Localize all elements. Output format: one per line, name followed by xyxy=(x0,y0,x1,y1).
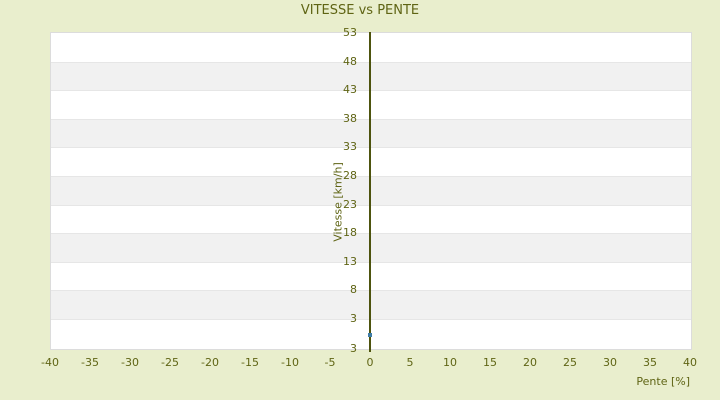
x-tick-label: -5 xyxy=(324,356,336,369)
gridline xyxy=(51,204,691,206)
x-tick-label: -15 xyxy=(241,356,259,369)
grid-stripe xyxy=(51,118,691,148)
gridline xyxy=(51,261,691,263)
grid-stripe xyxy=(51,90,691,119)
y-axis-line xyxy=(369,32,371,352)
gridline xyxy=(51,118,691,120)
x-tick-label: -20 xyxy=(201,356,219,369)
y-tick-label: 53 xyxy=(343,26,357,39)
gridline xyxy=(51,290,691,292)
grid-stripe xyxy=(51,261,691,291)
x-tick-label: 25 xyxy=(563,356,577,369)
x-tick-label: -30 xyxy=(121,356,139,369)
x-tick-label: -25 xyxy=(161,356,179,369)
y-tick-label: 43 xyxy=(343,83,357,97)
x-tick-label: 15 xyxy=(483,356,497,369)
y-tick-label: 38 xyxy=(343,111,357,125)
plot-area xyxy=(50,32,692,350)
grid-stripe xyxy=(51,147,691,176)
y-tick-label: 23 xyxy=(343,197,357,211)
y-tick-label: 33 xyxy=(343,140,357,154)
gridline xyxy=(51,90,691,92)
y-tick-label: 8 xyxy=(350,283,357,297)
x-axis-title: Pente [%] xyxy=(636,375,690,388)
gridline xyxy=(51,147,691,149)
y-tick-label: 3 xyxy=(350,312,357,325)
data-point xyxy=(368,333,372,338)
y-tick-label: 13 xyxy=(343,254,357,268)
x-tick-label: 40 xyxy=(683,356,697,369)
x-tick-label: -35 xyxy=(81,356,99,369)
x-tick-label: 20 xyxy=(523,356,537,369)
x-tick-label: 35 xyxy=(643,356,657,369)
grid-stripe xyxy=(51,61,691,91)
x-tick-label: -10 xyxy=(281,356,299,369)
grid-stripe xyxy=(51,204,691,234)
chart-title: VITESSE vs PENTE xyxy=(300,3,420,18)
gridline xyxy=(51,176,691,177)
x-tick-label: 0 xyxy=(366,356,374,369)
grid-stripe xyxy=(51,233,691,262)
y-tick-label: 28 xyxy=(343,169,357,182)
x-tick-label: 5 xyxy=(406,356,414,369)
gridline xyxy=(51,319,691,320)
x-tick-label: -40 xyxy=(41,356,59,369)
grid-stripe xyxy=(51,290,691,319)
y-axis-min-label: 3 xyxy=(350,342,357,355)
x-tick-label: 10 xyxy=(443,356,457,369)
x-tick-label: 30 xyxy=(603,356,617,369)
gridline xyxy=(51,61,691,63)
grid-stripe xyxy=(51,176,691,205)
y-tick-label: 48 xyxy=(343,54,357,68)
y-tick-label: 18 xyxy=(343,226,357,240)
grid-stripe xyxy=(51,33,691,62)
gridline xyxy=(51,233,691,235)
